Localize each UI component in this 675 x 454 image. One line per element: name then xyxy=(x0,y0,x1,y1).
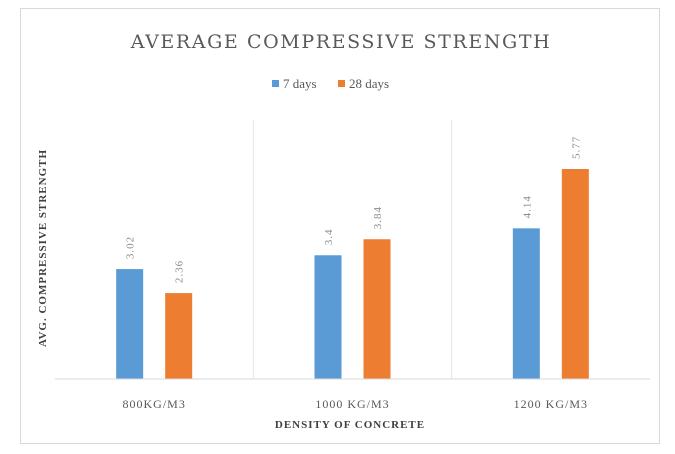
x-tick-label: 800KG/M3 xyxy=(122,397,185,411)
x-tick-label: 1000 KG/M3 xyxy=(315,397,389,411)
data-label: 3.02 xyxy=(125,236,137,259)
bar-7-days xyxy=(116,269,144,379)
x-tick-labels: 800KG/M3 1000 KG/M3 1200 KG/M3 xyxy=(122,397,588,411)
bar-28-days xyxy=(561,169,589,379)
legend-label-7-days: 7 days xyxy=(283,76,317,91)
bar-7-days xyxy=(314,255,342,379)
data-label: 2.36 xyxy=(174,260,186,283)
legend-label-28-days: 28 days xyxy=(349,76,389,91)
chart-title: AVERAGE COMPRESSIVE STRENGTH xyxy=(130,31,552,53)
bars-group xyxy=(116,169,589,379)
x-tick-label: 1200 KG/M3 xyxy=(514,397,588,411)
category-gridlines xyxy=(252,120,453,379)
legend: 7 days 28 days xyxy=(272,76,389,91)
bar-28-days xyxy=(165,293,193,379)
y-axis-title: AVG. COMPRESSIVE STRENGTH xyxy=(37,149,49,347)
legend-swatch-7-days xyxy=(272,80,279,87)
data-labels-group: 3.02 2.36 3.4 3.84 4.14 5.77 xyxy=(125,136,583,283)
x-axis-title: DENSITY OF CONCRETE xyxy=(275,419,425,431)
legend-swatch-28-days xyxy=(338,80,345,87)
bar-7-days xyxy=(512,228,540,379)
data-label: 3.84 xyxy=(372,206,384,229)
bar-28-days xyxy=(363,239,391,379)
data-label: 4.14 xyxy=(521,195,533,218)
data-label: 5.77 xyxy=(570,136,582,159)
data-label: 3.4 xyxy=(323,229,335,246)
